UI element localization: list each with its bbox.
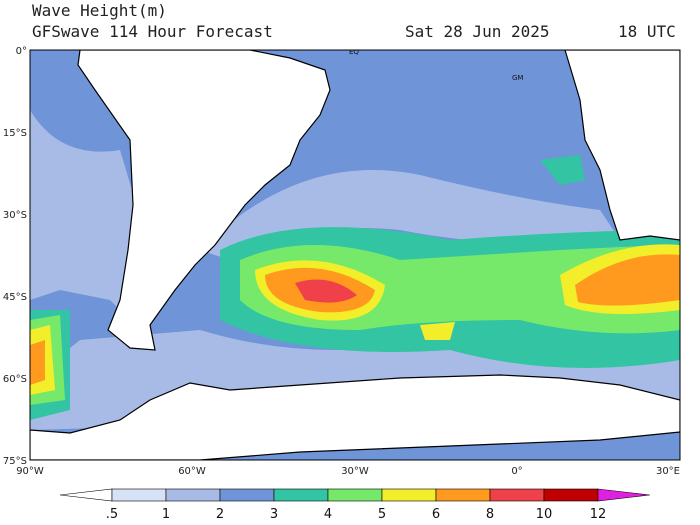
colorbar-box [327, 488, 383, 502]
colorbar-label: 4 [324, 507, 332, 522]
colorbar-label: 10 [536, 507, 553, 522]
colorbar-box [381, 488, 437, 502]
lat-label: 45°S [3, 292, 27, 303]
colorbar-box [111, 488, 167, 502]
colorbar-label: .5 [106, 507, 118, 522]
colorbar-box [543, 488, 599, 502]
map-frame [29, 49, 681, 461]
colorbar-label: 6 [432, 507, 440, 522]
lat-label: 0° [16, 46, 27, 57]
lat-label: 15°S [3, 128, 27, 139]
lon-label: 30°W [341, 466, 369, 477]
lat-label: 75°S [3, 456, 27, 467]
lon-label: 30°E [656, 466, 680, 477]
marker-label: GM [512, 74, 523, 82]
colorbar-label: 1 [162, 507, 170, 522]
time: 18 UTC [618, 22, 676, 41]
colorbar-over [597, 488, 651, 502]
colorbar-label: 12 [590, 507, 607, 522]
colorbar-box [165, 488, 221, 502]
colorbar-box [435, 488, 491, 502]
date: Sat 28 Jun 2025 [405, 22, 550, 41]
map: EQ GM [30, 48, 680, 460]
lon-label: 0° [511, 466, 522, 477]
colorbar-box [489, 488, 545, 502]
lon-label: 60°W [178, 466, 206, 477]
colorbar-box [273, 488, 329, 502]
lon-label: 90°W [16, 466, 44, 477]
colorbar-label: 3 [270, 507, 278, 522]
colorbar-box [219, 488, 275, 502]
subtitle: GFSwave 114 Hour Forecast [32, 22, 273, 41]
lat-label: 30°S [3, 210, 27, 221]
colorbar-under [59, 488, 113, 502]
lat-label: 60°S [3, 374, 27, 385]
colorbar: .5 1 2 3 4 5 6 8 10 12 [59, 488, 651, 522]
colorbar-label: 8 [486, 507, 494, 522]
title: Wave Height(m) [32, 1, 167, 20]
marker-label: EQ [349, 48, 359, 56]
colorbar-label: 5 [378, 507, 386, 522]
colorbar-label: 2 [216, 507, 224, 522]
